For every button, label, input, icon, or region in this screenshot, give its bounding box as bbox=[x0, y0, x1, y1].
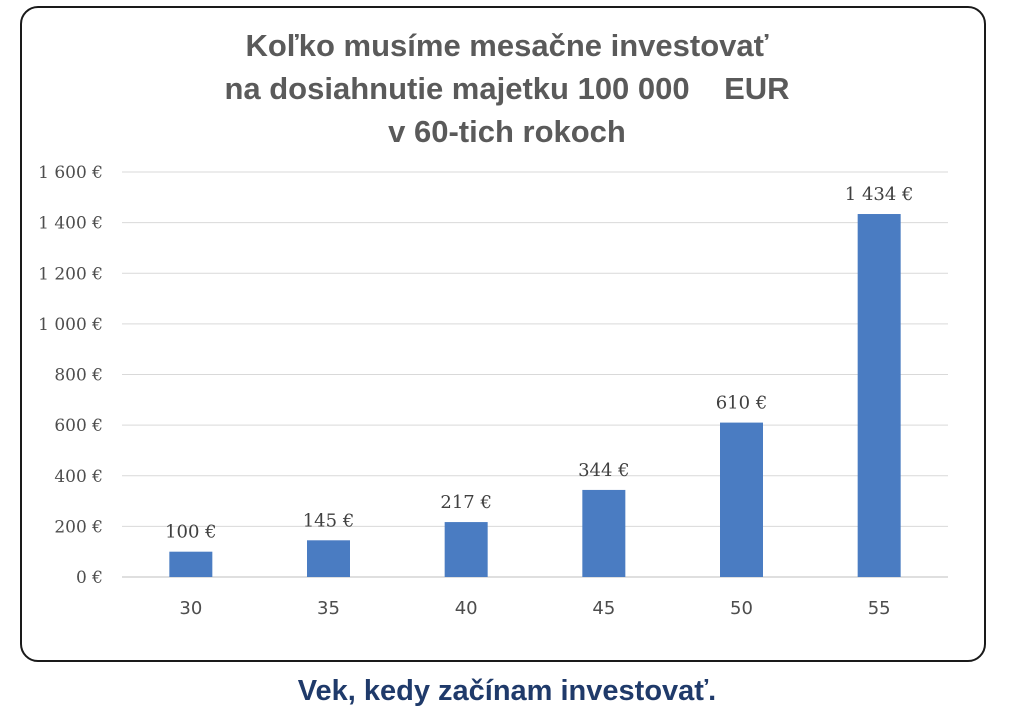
bar bbox=[582, 489, 626, 577]
bar bbox=[444, 522, 488, 577]
y-tick-label: 400 € bbox=[54, 467, 103, 487]
x-tick-label: 50 bbox=[730, 598, 753, 619]
data-label: 217 € bbox=[440, 492, 492, 513]
chart-title-line-3: v 60-tich rokoch bbox=[388, 114, 626, 149]
chart-title: Koľko musíme mesačne investovať na dosia… bbox=[0, 24, 1014, 153]
y-tick-label: 1 000 € bbox=[38, 315, 103, 335]
y-tick-label: 800 € bbox=[54, 366, 103, 386]
y-tick-label: 200 € bbox=[54, 517, 103, 537]
y-tick-label: 0 € bbox=[76, 568, 103, 588]
x-axis-caption: Vek, kedy začínam investovať. bbox=[297, 675, 717, 707]
y-tick-label: 1 400 € bbox=[38, 214, 103, 234]
bar bbox=[720, 422, 763, 577]
data-label: 145 € bbox=[303, 510, 355, 531]
x-tick-label: 35 bbox=[317, 598, 340, 619]
data-label: 610 € bbox=[716, 393, 768, 414]
bar bbox=[307, 540, 350, 577]
bar bbox=[857, 214, 901, 578]
x-tick-label: 40 bbox=[455, 598, 478, 619]
y-tick-label: 1 600 € bbox=[38, 163, 103, 183]
y-tick-label: 600 € bbox=[54, 416, 103, 436]
chart-title-line-2: na dosiahnutie majetku 100 000 EUR bbox=[224, 71, 790, 106]
chart-title-line-1: Koľko musíme mesačne investovať bbox=[245, 28, 769, 63]
y-tick-label: 1 200 € bbox=[38, 264, 103, 284]
x-tick-label: 55 bbox=[868, 598, 891, 619]
data-label: 344 € bbox=[578, 460, 630, 481]
x-tick-label: 30 bbox=[179, 598, 202, 619]
data-label: 1 434 € bbox=[845, 184, 914, 205]
x-tick-label: 45 bbox=[592, 598, 615, 619]
bar bbox=[169, 551, 213, 577]
data-label: 100 € bbox=[165, 522, 217, 543]
